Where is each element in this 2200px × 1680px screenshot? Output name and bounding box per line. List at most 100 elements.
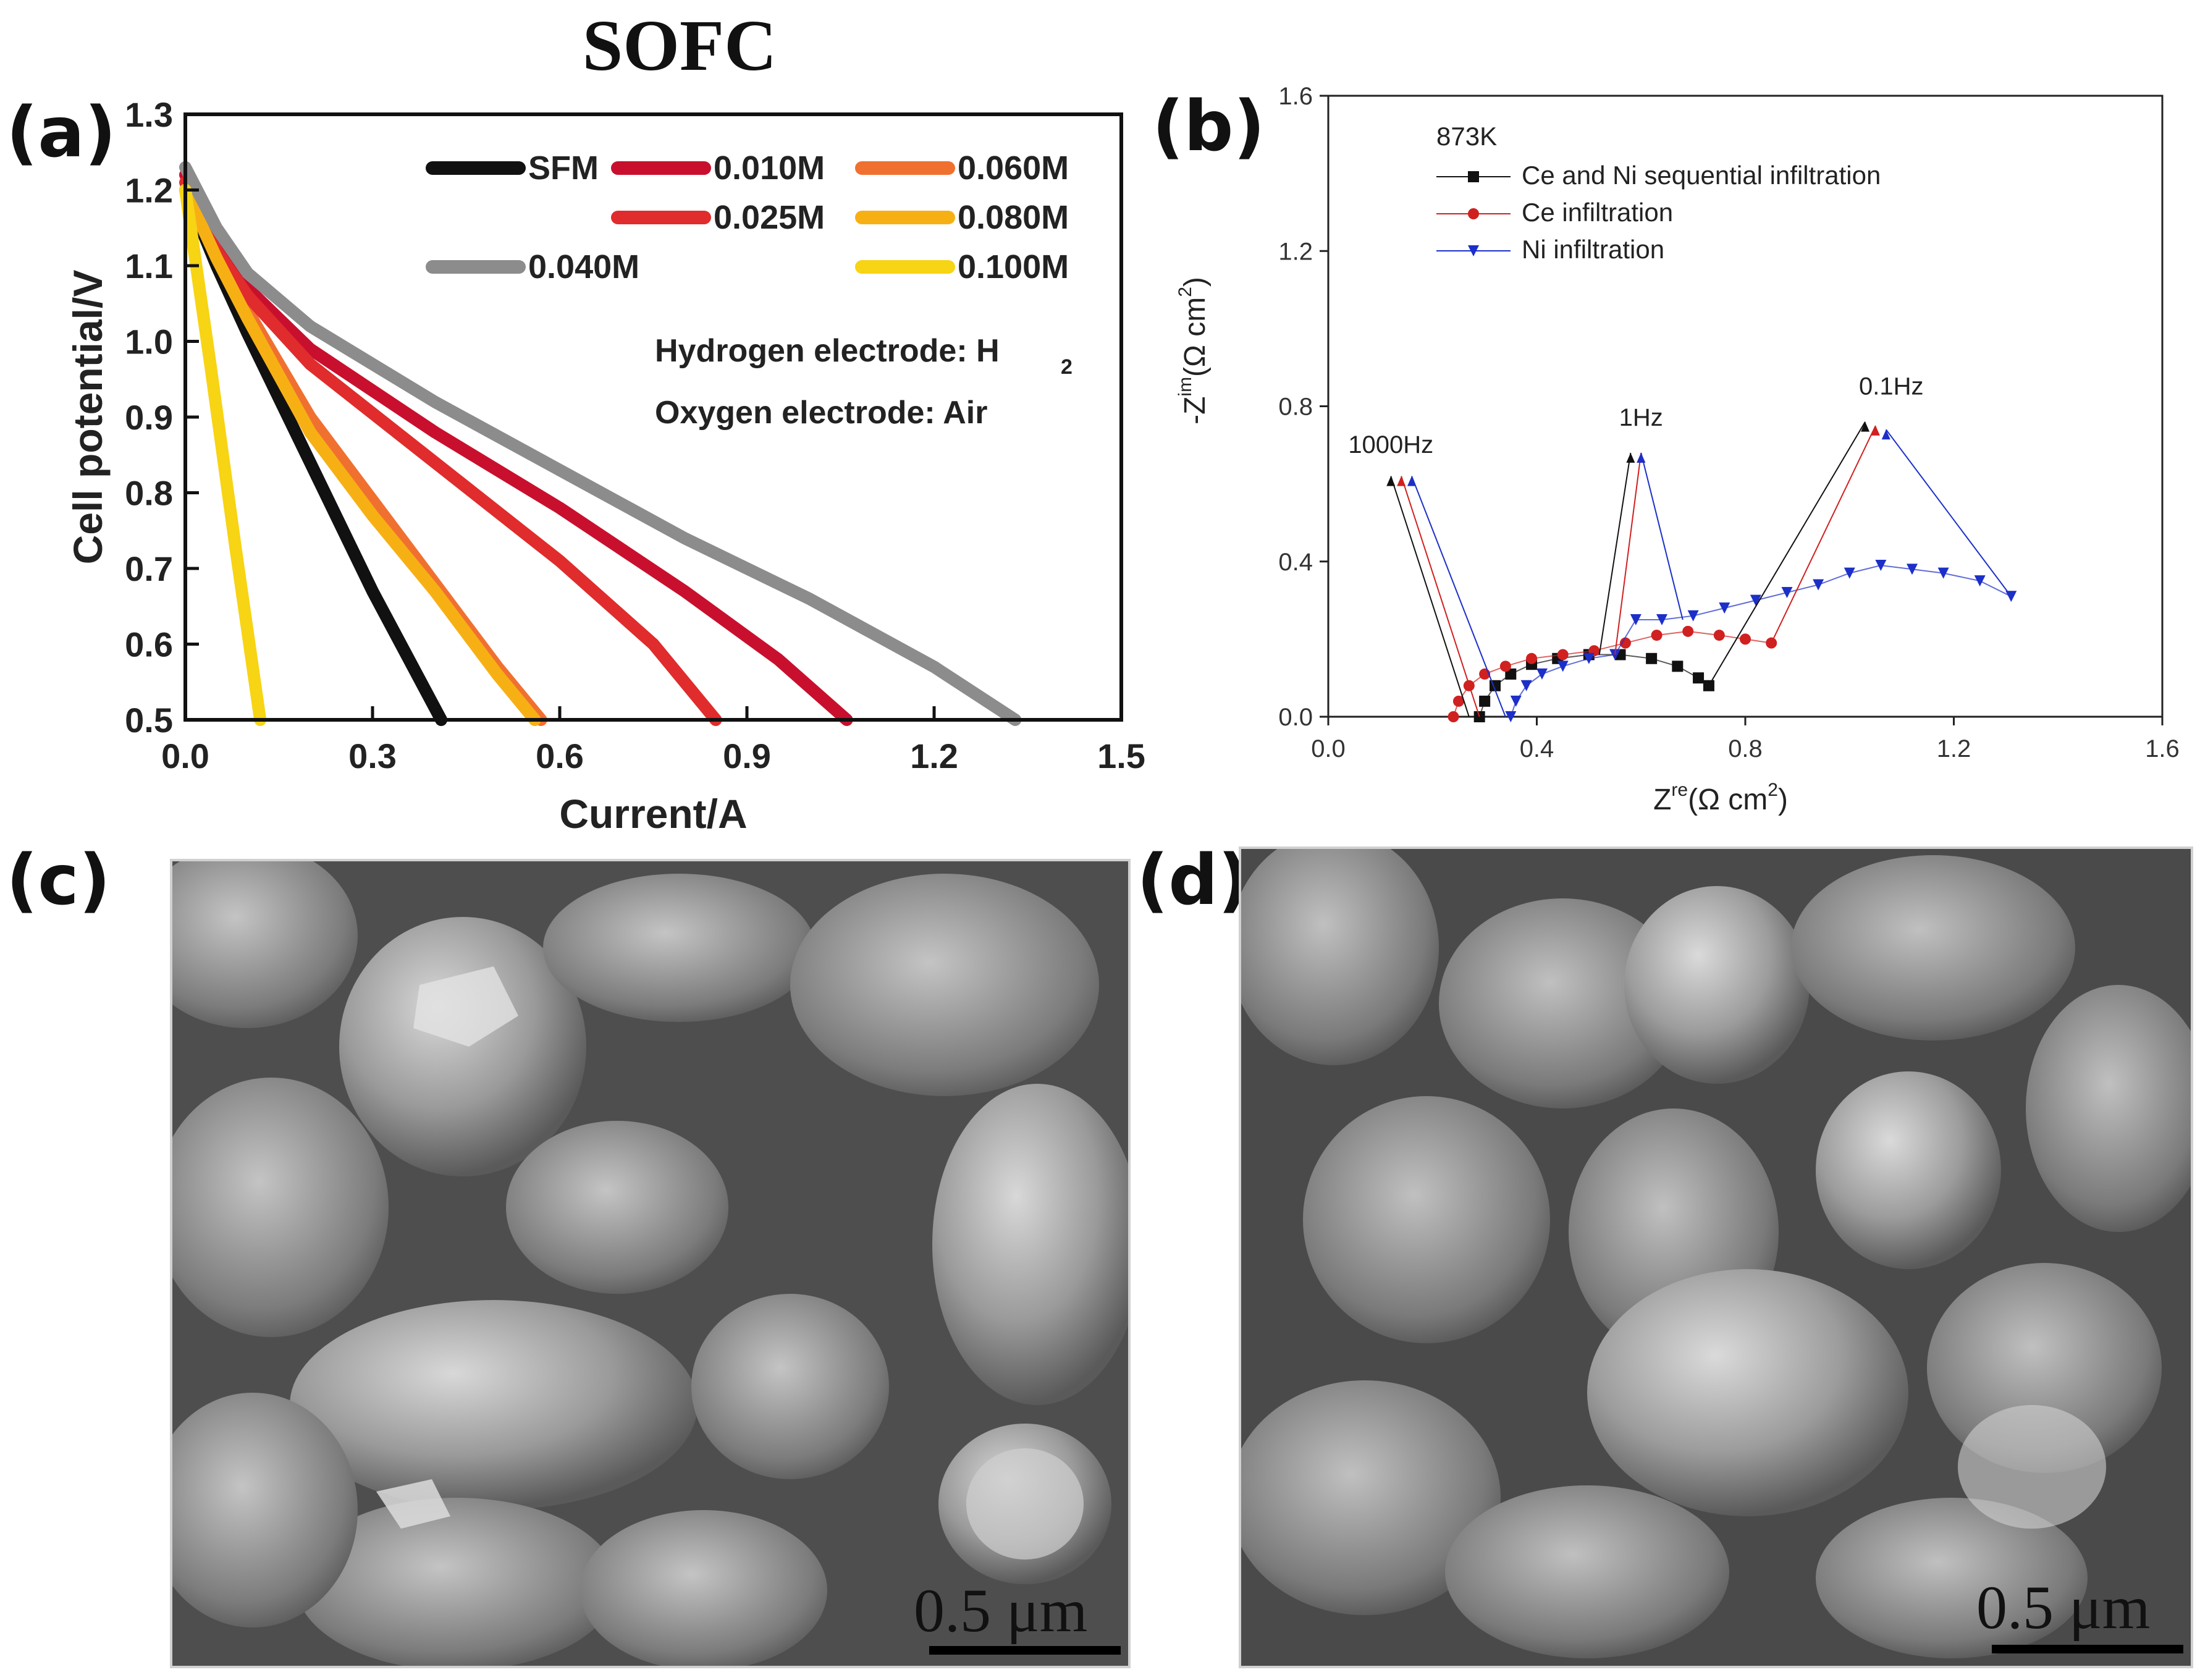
arrow-head <box>1871 425 1880 436</box>
arrow-line <box>1390 476 1470 717</box>
data-point <box>1557 649 1569 661</box>
data-point <box>1583 652 1595 664</box>
x-tick-label: 0.8 <box>1728 735 1763 762</box>
panel-label-d: (d) <box>1137 840 1250 921</box>
legend-label: 0.025M <box>714 199 825 236</box>
x-axis-label: Current/A <box>559 791 747 837</box>
data-point <box>1646 652 1658 664</box>
x-tick-label: 1.5 <box>1097 737 1145 775</box>
x-tick-label: 0.0 <box>161 737 209 775</box>
y-tick-label: 0.8 <box>1278 394 1313 421</box>
x-axis-label-sup: re <box>1671 780 1688 800</box>
legend-item-SFM: SFM <box>426 150 599 187</box>
legend-label: 0.100M <box>958 248 1069 285</box>
data-point <box>1619 637 1631 649</box>
legend-label: 0.040M <box>528 248 639 285</box>
panel-label-a: (a) <box>6 93 116 173</box>
data-point <box>1781 587 1793 598</box>
y-tick-label: 1.2 <box>1278 238 1313 265</box>
x-tick-label: 0.6 <box>536 737 584 775</box>
y-tick-label: 1.0 <box>125 323 173 361</box>
y-axis-label: -Zim(Ω cm2) <box>1175 277 1212 424</box>
arrow-line <box>1614 452 1642 655</box>
frequency-arrows-2 <box>1708 421 2012 686</box>
x-axis-label-exp: 2 <box>1768 780 1778 800</box>
data-point <box>1750 594 1761 606</box>
data-point <box>1844 567 1855 579</box>
data-point <box>1557 661 1569 672</box>
y-axis-label: Cell potential/V <box>65 270 111 565</box>
data-point <box>1452 695 1464 707</box>
data-point <box>1630 614 1642 625</box>
data-point <box>1656 614 1667 625</box>
y-tick-label: 0.0 <box>1278 704 1313 731</box>
data-point <box>1974 575 1986 587</box>
legend-label: 0.010M <box>714 150 825 187</box>
data-point <box>1687 610 1699 622</box>
legend-item-0.060M: 0.060M <box>855 150 1069 187</box>
data-point <box>1693 672 1705 684</box>
legend-item-0.040M: 0.040M <box>426 248 639 285</box>
annotation-oxygen: Oxygen electrode: Air <box>655 395 987 431</box>
series-Ni infiltration <box>1505 560 2017 722</box>
legend-item: Ni infiltration <box>1436 235 1664 264</box>
data-point <box>1526 652 1538 664</box>
legend-item-0.025M: 0.025M <box>611 199 825 236</box>
x-tick-label: 0.0 <box>1311 735 1346 762</box>
data-point <box>1875 560 1887 572</box>
x-axis-label-main: Z <box>1653 783 1671 816</box>
panel-label-c: (c) <box>6 840 111 921</box>
series-line-0.100M <box>179 184 267 726</box>
sem-texture-d <box>1241 849 2191 1666</box>
series-line-0.040M <box>179 161 1022 726</box>
legend-item: Ce and Ni sequential infiltration <box>1436 161 1881 190</box>
legend-item-0.010M: 0.010M <box>611 150 825 187</box>
data-point <box>1468 245 1479 256</box>
y-axis-label-main: -Z <box>1179 397 1212 424</box>
annotation-subscript: 2 <box>1061 355 1073 379</box>
x-tick-label: 1.2 <box>910 737 958 775</box>
scale-bar-c <box>929 1646 1121 1655</box>
y-tick-label: 0.9 <box>125 398 173 437</box>
data-point <box>1468 171 1479 182</box>
legend-item-0.100M: 0.100M <box>855 248 1069 285</box>
x-tick-label: 0.4 <box>1520 735 1554 762</box>
data-point <box>1682 625 1694 637</box>
frequency-arrows-1 <box>1598 452 1684 655</box>
data-point <box>1536 668 1548 680</box>
data-point <box>1713 630 1725 641</box>
scale-bar-d <box>1992 1645 2183 1653</box>
annotation-hydrogen-text: Hydrogen electrode: H <box>655 333 1000 369</box>
figure-title: SOFC <box>582 5 777 86</box>
series-Ce infiltration <box>1448 625 1777 722</box>
data-point <box>1740 633 1751 645</box>
y-tick-label: 1.3 <box>125 95 173 134</box>
data-point <box>1505 711 1517 722</box>
y-tick-label: 0.6 <box>125 625 173 664</box>
y-axis-label-unit: (Ω cm <box>1179 297 1212 377</box>
data-point <box>1651 630 1663 641</box>
x-axis-label-unit: (Ω cm <box>1688 783 1768 816</box>
legend: 873K Ce and Ni sequential infiltration Ce … <box>1436 122 1881 264</box>
data-point <box>1937 567 1949 579</box>
frequency-label: 1Hz <box>1619 404 1663 431</box>
frequency-label: 0.1Hz <box>1859 373 1924 400</box>
y-tick-label: 0.4 <box>1278 549 1313 576</box>
legend-label: 0.060M <box>958 150 1069 187</box>
y-tick-label: 0.5 <box>125 701 173 740</box>
sem-image-d: 0.5 μm <box>1239 846 2193 1668</box>
data-point <box>1813 579 1824 591</box>
frequency-arrows-0 <box>1386 476 1506 717</box>
x-tick-label: 0.3 <box>348 737 397 775</box>
frequency-label: 1000Hz <box>1348 431 1433 458</box>
arrow-line <box>1708 421 1866 686</box>
data-point <box>1499 661 1511 672</box>
data-point <box>1510 695 1522 707</box>
arrow-line <box>1411 476 1506 717</box>
x-tick-label: 0.9 <box>723 737 771 775</box>
arrow-line <box>1598 452 1632 655</box>
arrow-line <box>1401 476 1480 717</box>
y-tick-label: 0.8 <box>125 474 173 513</box>
series-line <box>1510 564 2012 717</box>
